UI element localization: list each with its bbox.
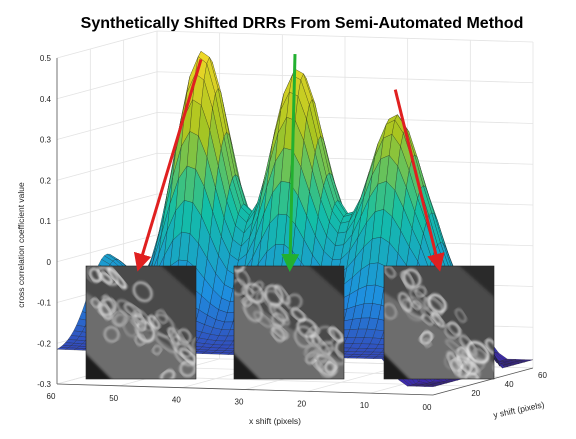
annotation-arrow	[393, 89, 445, 272]
z-tick-label: 0.4	[40, 95, 52, 104]
x-tick-label: 40	[172, 396, 181, 405]
annotation-arrow	[133, 59, 203, 272]
x-tick-label: 00	[423, 403, 432, 412]
z-tick-label: 0.5	[40, 54, 52, 63]
y-tick-label: 40	[505, 380, 514, 389]
z-tick-label: -0.2	[37, 339, 51, 348]
drr-insets	[85, 265, 495, 380]
x-tick-label: 50	[109, 394, 118, 403]
y-axis-label: y shift (pixels)	[492, 399, 545, 420]
drr-inset-3	[383, 265, 495, 380]
x-tick-label: 20	[297, 399, 306, 408]
z-tick-label: 0.2	[40, 176, 52, 185]
y-tick-label: 60	[538, 371, 547, 380]
x-tick-label: 10	[360, 401, 369, 410]
z-tick-label: 0.1	[40, 217, 52, 226]
z-tick-labels: 0.5 0.4 0.3 0.2 0.1 0 -0.1 -0.2 -0.3	[37, 54, 51, 389]
surface-patch	[424, 385, 436, 387]
drr-inset-2	[233, 265, 345, 380]
x-tick-labels: 60 50 40 30 20 10 00	[47, 392, 432, 412]
annotation-arrow	[281, 54, 300, 272]
z-tick-label: -0.1	[37, 299, 51, 308]
z-tick-label: -0.3	[37, 380, 51, 389]
x-tick-label: 30	[235, 398, 244, 407]
chart-title: Synthetically Shifted DRRs From Semi-Aut…	[81, 15, 524, 32]
y-tick-labels: 20 40 60	[471, 371, 547, 398]
z-tick-label: 0	[47, 258, 52, 267]
annotation-arrows	[133, 54, 445, 272]
x-tick-label: 60	[47, 392, 56, 401]
y-tick-label: 20	[471, 389, 480, 398]
drr-inset-1	[85, 265, 197, 380]
x-axis-label: x shift (pixels)	[249, 416, 301, 426]
z-tick-label: 0.3	[40, 136, 52, 145]
axes-box	[56, 58, 534, 396]
z-axis-label: cross correlation coefficient value	[16, 182, 26, 308]
